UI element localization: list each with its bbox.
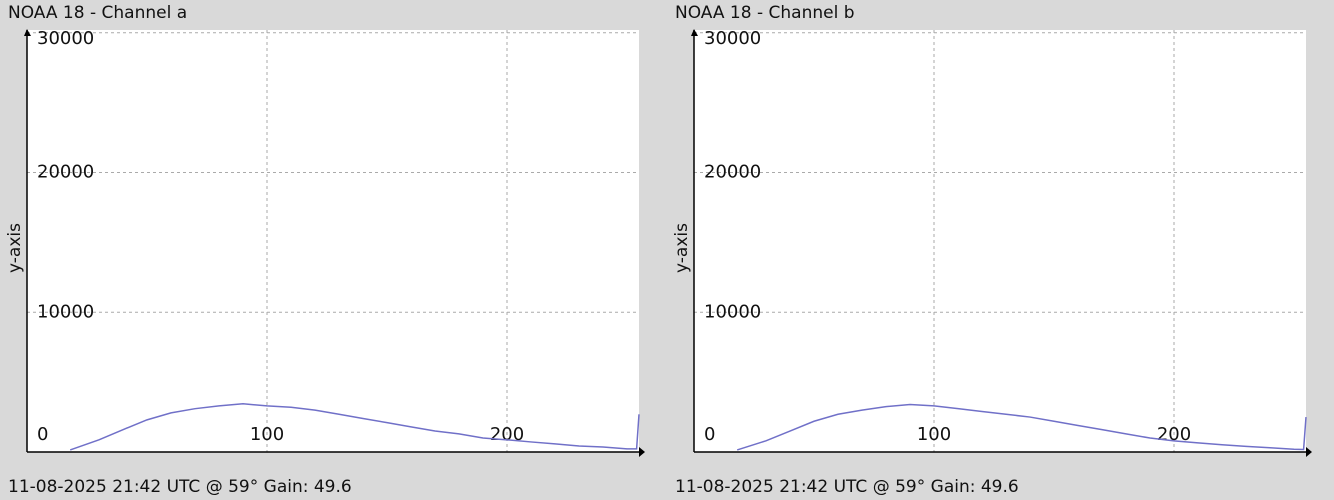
caption: 11-08-2025 21:42 UTC @ 59° Gain: 49.6 — [8, 477, 352, 497]
x-tick-label: 200 — [490, 424, 524, 445]
y-axis-label: y-axis — [672, 223, 692, 273]
y-tick-label: 20000 — [37, 162, 94, 183]
x-tick-label: 100 — [917, 424, 951, 445]
chart-title: NOAA 18 - Channel b — [675, 3, 855, 23]
y-tick-label: 0 — [704, 424, 715, 445]
y-tick-label: 10000 — [37, 301, 94, 322]
x-axis-arrow — [639, 447, 645, 457]
series-line — [736, 403, 1307, 451]
y-tick-label: 30000 — [37, 28, 94, 49]
chart-title: NOAA 18 - Channel a — [8, 3, 187, 23]
x-tick-label: 100 — [250, 424, 284, 445]
plot-area — [27, 30, 639, 452]
y-axis-arrow — [691, 29, 698, 36]
y-tick-label: 20000 — [704, 162, 761, 183]
plot-area — [694, 30, 1306, 452]
y-axis-arrow — [24, 29, 31, 36]
y-tick-label: 10000 — [704, 301, 761, 322]
series-line — [69, 403, 640, 451]
x-axis-arrow — [1306, 447, 1312, 457]
y-axis-label: y-axis — [5, 223, 25, 273]
y-tick-label: 0 — [37, 424, 48, 445]
caption: 11-08-2025 21:42 UTC @ 59° Gain: 49.6 — [675, 477, 1019, 497]
y-tick-label: 30000 — [704, 28, 761, 49]
